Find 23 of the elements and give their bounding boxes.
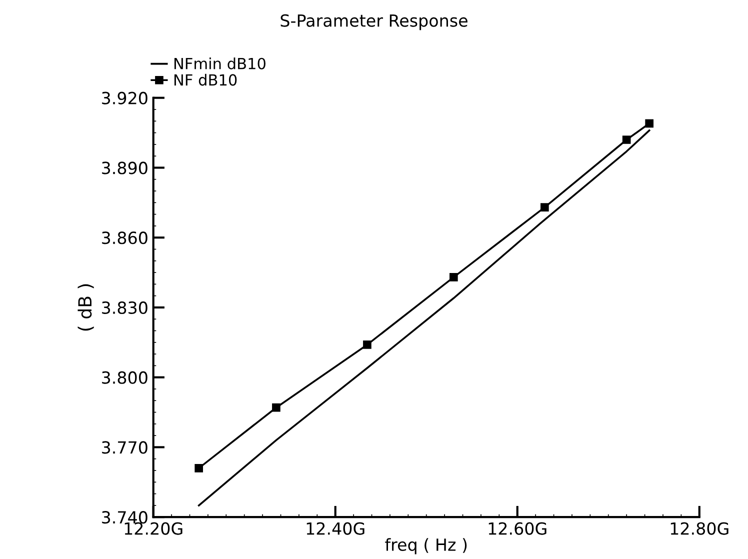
y-tick-label: 3.800: [102, 371, 148, 384]
x-tick-label: 12.20G: [124, 522, 182, 535]
y-tick-label: 3.740: [102, 511, 148, 524]
y-axis-title: ( dB ): [78, 284, 94, 331]
y-tick-label: 3.920: [102, 92, 148, 104]
y-tick-label: 3.770: [102, 441, 148, 454]
x-axis-title: freq ( Hz ): [385, 538, 467, 554]
x-tick-label: 12.60G: [488, 522, 546, 535]
x-tick-label: 12.40G: [306, 522, 364, 535]
legend-label: NF dB10: [174, 74, 237, 86]
point: [449, 273, 458, 282]
y-tick-label: 3.860: [102, 232, 148, 244]
y-tick-label: 3.830: [102, 301, 148, 314]
point: [622, 136, 631, 144]
point: [272, 403, 280, 412]
legend-label: NFmin dB10: [174, 58, 266, 70]
point: [363, 340, 372, 349]
point: [645, 119, 654, 128]
chart-title: S-Parameter Response: [280, 14, 468, 30]
point: [194, 464, 204, 472]
y-tick-label: 3.890: [102, 162, 148, 174]
point: [540, 203, 549, 212]
x-tick-label: 12.80G: [670, 522, 728, 535]
